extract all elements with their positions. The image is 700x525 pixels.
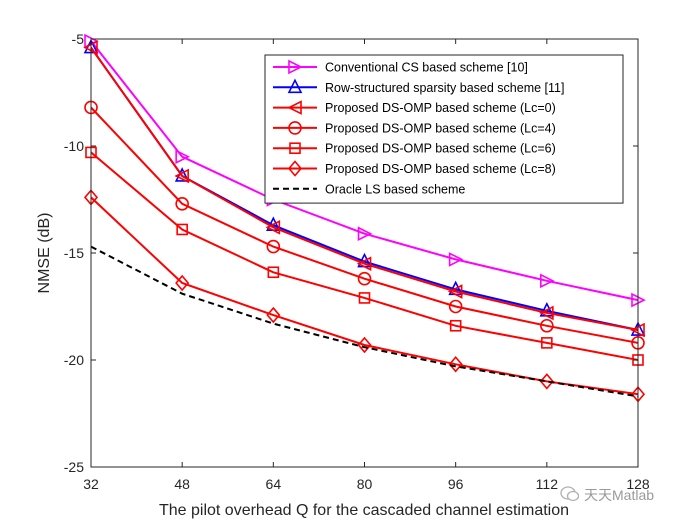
series-line-4 — [90, 151, 639, 361]
y-tick-label-0: -5 — [72, 31, 85, 47]
legend-entry-6: Oracle LS based scheme — [273, 182, 465, 196]
legend-entry-3: Proposed DS-OMP based scheme (Lc=4) — [273, 121, 556, 135]
legend: Conventional CS based scheme [10] Row-str… — [264, 54, 624, 204]
legend-entry-1: Row-structured sparsity based scheme [11… — [273, 78, 564, 95]
legend-label-0: Conventional CS based scheme [10] — [325, 61, 528, 75]
legend-label-2: Proposed DS-OMP based scheme (Lc=0) — [325, 101, 556, 115]
x-tick-label-3: 80 — [357, 476, 373, 492]
series-line-0 — [90, 40, 639, 302]
data-point-0-5 — [540, 273, 555, 289]
data-point-0-1 — [175, 149, 190, 164]
legend-marker-5 — [287, 160, 303, 177]
data-point-3-1 — [175, 196, 189, 211]
legend-entry-5: Proposed DS-OMP based scheme (Lc=8) — [273, 160, 556, 177]
data-point-4-4 — [449, 319, 462, 332]
legend-label-1: Row-structured sparsity based scheme [11… — [325, 81, 564, 95]
data-point-5-1 — [175, 274, 190, 292]
series-5 — [83, 189, 646, 403]
legend-entry-2: Proposed DS-OMP based scheme (Lc=0) — [273, 100, 556, 115]
data-point-3-2 — [266, 239, 281, 254]
data-point-3-4 — [448, 299, 463, 314]
y-axis-label: NMSE (dB) — [36, 213, 53, 294]
data-point-2-4 — [447, 284, 463, 299]
y-tick-label-1: -10 — [64, 138, 84, 154]
data-point-5-5 — [539, 373, 554, 390]
legend-marker-0 — [288, 59, 303, 75]
x-tick-label-4: 96 — [448, 476, 464, 492]
data-point-5-4 — [448, 356, 463, 373]
data-point-4-3 — [358, 292, 371, 304]
watermark: 天天Matlab — [560, 483, 695, 505]
series-line-5 — [90, 196, 639, 396]
x-tick-label-5: 112 — [536, 476, 559, 492]
x-tick-label-6: 128 — [626, 476, 650, 492]
legend-label-3: Proposed DS-OMP based scheme (Lc=4) — [325, 121, 556, 135]
x-tick-label-2: 64 — [266, 476, 282, 492]
x-axis-label: The pilot overhead Q for the cascaded ch… — [159, 502, 569, 519]
legend-label-6: Oracle LS based scheme — [325, 182, 465, 196]
axes-layer: 32 48 64 80 96 112 128 -5 -10 -15 -20 -25 — [64, 31, 650, 492]
wechat-icon — [560, 486, 580, 502]
legend-entry-0: Conventional CS based scheme [10] — [273, 59, 528, 75]
y-tick-label-3: -20 — [64, 352, 84, 368]
data-point-4-5 — [541, 337, 553, 349]
y-tick-label-2: -15 — [64, 245, 84, 261]
data-point-2-2 — [265, 220, 281, 235]
legend-entry-4: Proposed DS-OMP based scheme (Lc=6) — [273, 142, 556, 156]
data-point-4-1 — [176, 223, 188, 236]
data-point-0-3 — [357, 226, 373, 242]
series-line-3 — [90, 106, 639, 344]
series-6 — [90, 245, 639, 398]
series-4 — [85, 146, 644, 366]
data-point-3-5 — [540, 318, 554, 333]
legend-label-4: Proposed DS-OMP based scheme (Lc=6) — [325, 142, 556, 156]
data-point-5-2 — [266, 306, 281, 324]
legend-marker-4 — [289, 142, 301, 154]
legend-marker-2 — [287, 100, 302, 115]
series-line-6 — [90, 245, 639, 398]
data-point-5-3 — [357, 336, 372, 354]
series-line-2 — [90, 47, 639, 331]
legend-marker-1 — [287, 78, 303, 94]
legend-label-5: Proposed DS-OMP based scheme (Lc=8) — [325, 162, 556, 176]
x-tick-label-1: 48 — [174, 476, 190, 492]
legend-marker-3 — [288, 121, 302, 135]
legend-box — [264, 54, 624, 204]
x-tick-label-0: 32 — [83, 476, 99, 492]
y-tick-label-4: -25 — [64, 459, 84, 475]
data-point-3-3 — [357, 271, 372, 286]
data-point-2-5 — [539, 305, 554, 321]
data-point-4-2 — [267, 266, 280, 279]
data-point-2-1 — [174, 168, 189, 184]
watermark-text: 天天Matlab — [584, 487, 655, 503]
data-point-2-3 — [356, 256, 372, 271]
data-point-0-4 — [448, 252, 464, 267]
